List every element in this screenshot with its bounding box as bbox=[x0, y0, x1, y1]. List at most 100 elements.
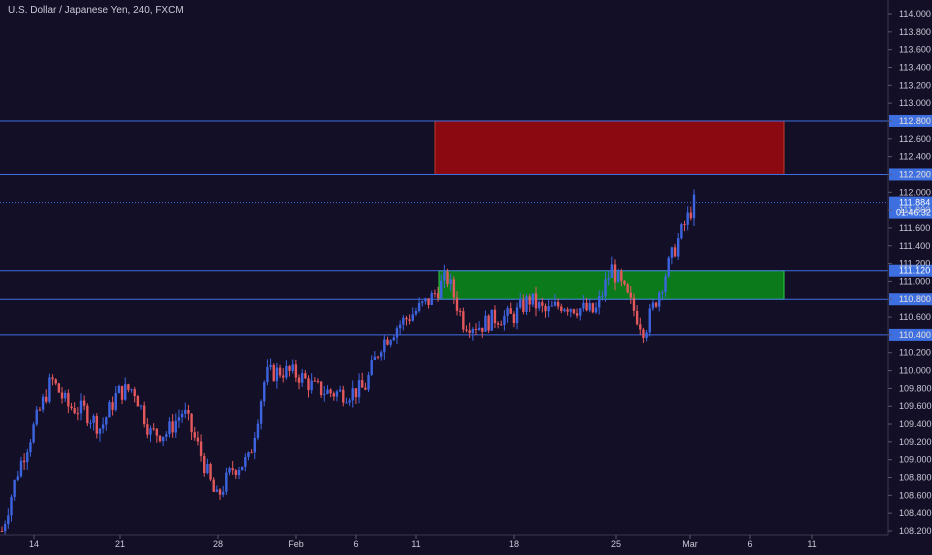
candle-down bbox=[57, 383, 61, 393]
candle-down bbox=[528, 296, 531, 305]
candle-up bbox=[259, 401, 263, 424]
candle-up bbox=[16, 476, 19, 481]
candle-up bbox=[421, 301, 424, 303]
candle-down bbox=[620, 270, 623, 281]
candle-up bbox=[351, 388, 354, 401]
candle-down bbox=[427, 298, 430, 305]
candle-down bbox=[433, 292, 437, 294]
candle-up bbox=[124, 384, 127, 400]
candle-up bbox=[41, 396, 45, 410]
candle-up bbox=[370, 360, 373, 375]
price-tick-label: 109.200 bbox=[899, 437, 932, 447]
level-layer: 112.800 112.200 111.120 110.800 110.400 111.8… bbox=[0, 114, 932, 341]
candle-up bbox=[165, 434, 168, 437]
candle-down bbox=[282, 375, 285, 378]
level-label-bg bbox=[889, 168, 932, 181]
candle-down bbox=[67, 392, 70, 407]
candle-up bbox=[563, 309, 566, 312]
level-label: 111.120 bbox=[899, 266, 930, 276]
candle-up bbox=[300, 373, 304, 383]
candle-down bbox=[127, 384, 130, 390]
price-tick-label: 109.400 bbox=[899, 419, 932, 429]
candle-down bbox=[376, 356, 380, 358]
candle-up bbox=[13, 480, 16, 497]
candle-down bbox=[158, 435, 162, 442]
candle-up bbox=[430, 292, 433, 305]
candle-down bbox=[278, 367, 282, 376]
candle-up bbox=[414, 311, 418, 315]
candle-up bbox=[598, 295, 601, 308]
time-tick-label: 18 bbox=[509, 539, 519, 549]
candle-up bbox=[645, 332, 648, 339]
price-tick-label: 111.000 bbox=[899, 276, 930, 286]
candle-up bbox=[98, 428, 102, 434]
zone-layer bbox=[434, 120, 785, 300]
last-price-label-bg bbox=[889, 196, 932, 219]
candle-down bbox=[405, 317, 408, 320]
candle-down bbox=[566, 309, 569, 312]
candle-down bbox=[60, 392, 64, 399]
candle-down bbox=[70, 406, 73, 409]
candle-down bbox=[250, 452, 253, 454]
time-tick-label: 6 bbox=[353, 539, 358, 549]
candle-down bbox=[234, 470, 238, 476]
candle-up bbox=[256, 423, 260, 438]
candle-down bbox=[319, 381, 323, 396]
candle-up bbox=[569, 309, 572, 312]
price-tick-label: 111.200 bbox=[899, 259, 930, 269]
candle-down bbox=[629, 292, 633, 298]
candle-up bbox=[692, 194, 696, 219]
candle-down bbox=[133, 389, 136, 397]
candle-down bbox=[95, 416, 98, 434]
price-tick-label: 113.200 bbox=[899, 80, 931, 90]
candle-up bbox=[503, 315, 506, 326]
candle-down bbox=[304, 373, 307, 379]
candle-up bbox=[664, 276, 667, 292]
candle-down bbox=[541, 302, 544, 306]
time-tick-label: 14 bbox=[29, 539, 39, 549]
candle-up bbox=[383, 339, 386, 353]
candle-down bbox=[54, 379, 57, 384]
candle-down bbox=[481, 327, 484, 332]
candle-up bbox=[291, 364, 294, 371]
candle-up bbox=[19, 460, 23, 477]
candle-up bbox=[658, 292, 661, 307]
time-tick-label: 21 bbox=[115, 539, 125, 549]
candle-up bbox=[285, 366, 288, 378]
time-tick-label: Feb bbox=[288, 539, 304, 549]
candle-up bbox=[79, 400, 83, 414]
candle-up bbox=[389, 340, 392, 345]
candle-up bbox=[398, 324, 402, 329]
candle-down bbox=[575, 313, 579, 316]
candle-down bbox=[613, 264, 617, 283]
candle-down bbox=[73, 408, 76, 414]
candle-up bbox=[117, 385, 121, 394]
candle-down bbox=[626, 284, 629, 293]
candle-up bbox=[335, 391, 339, 397]
price-tick-label: 108.200 bbox=[899, 526, 932, 536]
candle-down bbox=[193, 432, 196, 438]
candle-up bbox=[180, 413, 184, 418]
candle-up bbox=[525, 296, 528, 312]
candle-up bbox=[10, 496, 13, 516]
price-tick-label: 109.800 bbox=[899, 383, 932, 393]
candle-down bbox=[493, 309, 497, 324]
candle-down bbox=[196, 437, 200, 442]
candle-down bbox=[654, 302, 658, 307]
candle-down bbox=[111, 402, 114, 410]
price-tick-label: 111.600 bbox=[899, 223, 930, 233]
candle-down bbox=[342, 389, 345, 403]
candle-down bbox=[455, 297, 459, 311]
candle-down bbox=[560, 306, 563, 312]
candle-down bbox=[446, 271, 449, 285]
candle-up bbox=[547, 306, 550, 312]
candle-up bbox=[357, 380, 361, 398]
candle-down bbox=[635, 310, 639, 325]
candle-down bbox=[136, 396, 140, 407]
candle-down bbox=[171, 421, 174, 433]
candle-down bbox=[509, 308, 512, 314]
candle-down bbox=[364, 387, 367, 390]
candle-up bbox=[89, 422, 92, 424]
